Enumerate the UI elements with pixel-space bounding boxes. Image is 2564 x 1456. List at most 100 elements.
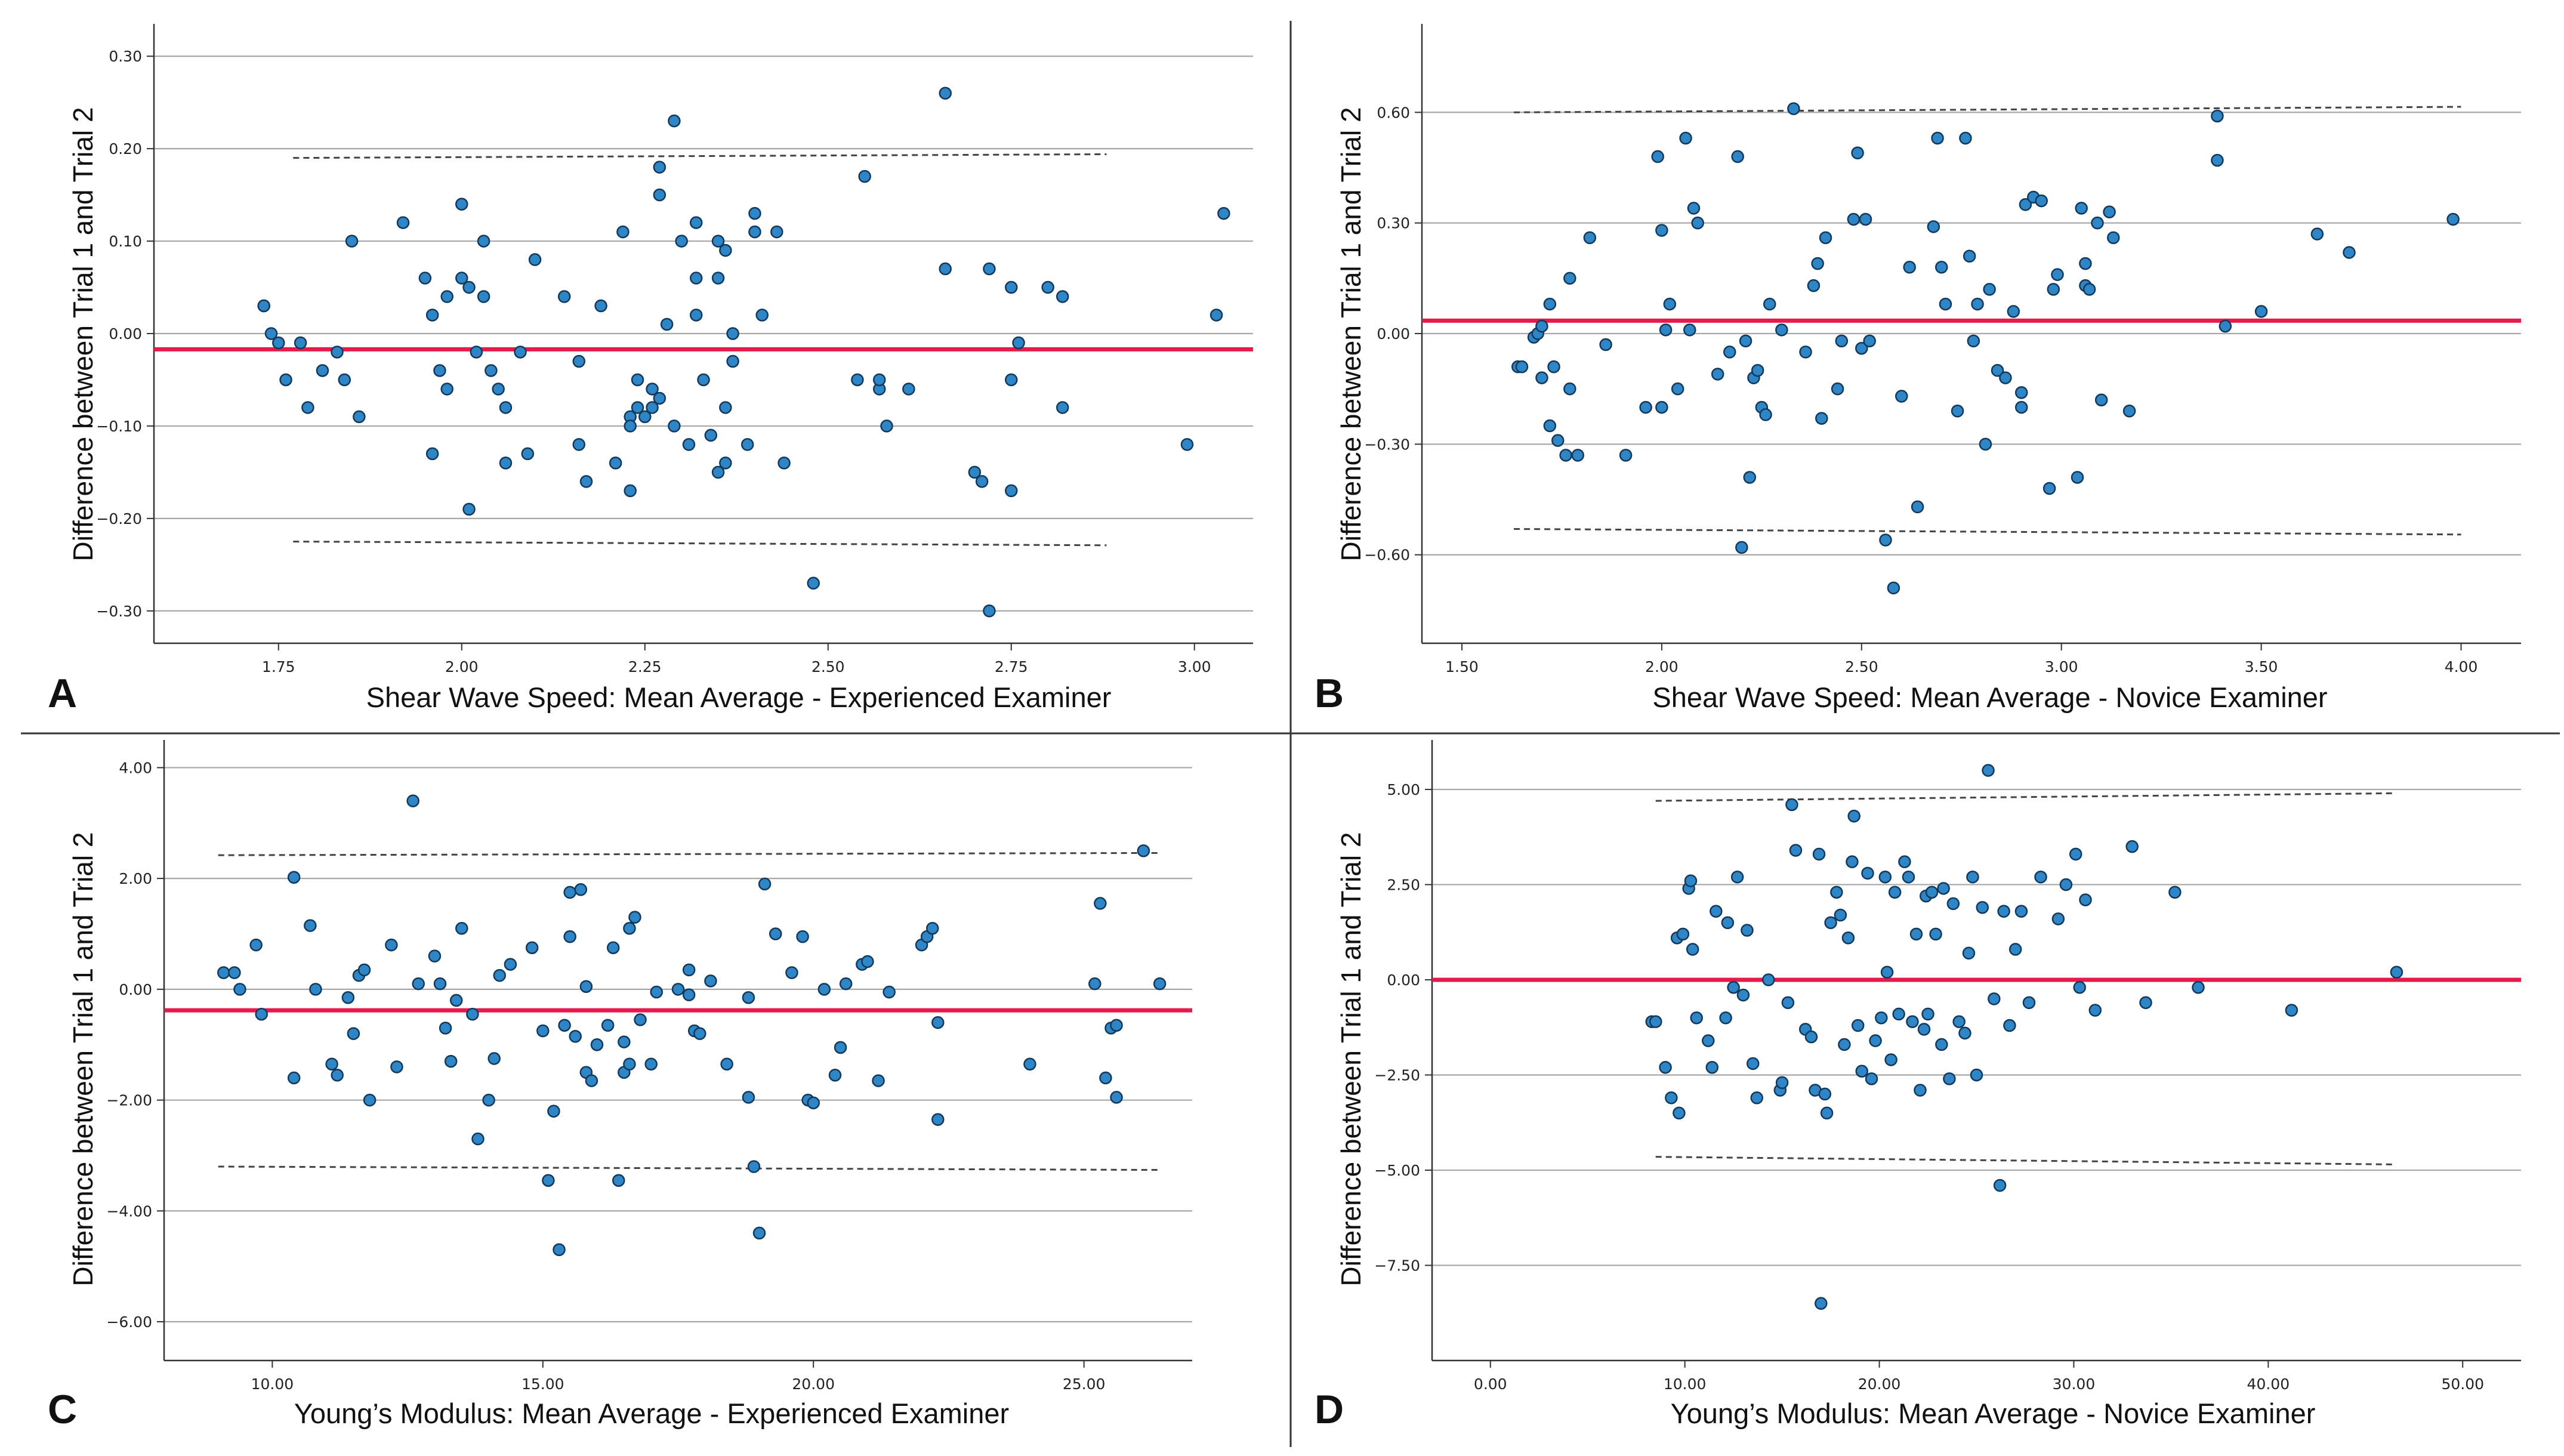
data-point-56 [650, 985, 663, 999]
data-point-80 [2022, 996, 2036, 1009]
x-tick-label-0: 10.00 [251, 1375, 294, 1393]
data-point-21 [1750, 1091, 1763, 1105]
data-point-16 [440, 290, 453, 303]
data-point-57 [671, 983, 685, 996]
data-point-58 [682, 988, 696, 1001]
data-point-90 [2211, 109, 2224, 123]
data-point-77 [839, 977, 853, 991]
data-point-31 [504, 958, 517, 971]
data-point-87 [983, 604, 996, 618]
data-point-12 [396, 216, 410, 229]
data-point-65 [719, 456, 732, 470]
data-point-84 [2069, 847, 2082, 861]
data-point-62 [1929, 927, 1942, 941]
data-point-2 [264, 327, 278, 340]
data-point-26 [1785, 798, 1798, 812]
data-point-49 [1851, 146, 1864, 159]
data-point-96 [1210, 309, 1223, 322]
data-point-28 [462, 502, 476, 516]
data-point-86 [931, 1113, 945, 1126]
y-tick-label-4: −0.60 [1364, 547, 1410, 564]
data-point-9 [1686, 943, 1699, 956]
data-point-1 [1515, 360, 1529, 374]
data-point-27 [1691, 216, 1704, 230]
data-point-54 [1902, 870, 1915, 884]
data-point-32 [525, 941, 539, 954]
data-point-59 [682, 963, 696, 977]
data-point-67 [752, 1226, 766, 1240]
data-point-29 [1723, 346, 1736, 359]
data-point-65 [1967, 334, 1980, 348]
x-tick-label-3: 25.00 [1063, 1375, 1106, 1393]
data-point-50 [1855, 341, 1868, 355]
y-axis-label-c: Difference between Trial 1 and Trial 2 [67, 832, 98, 1286]
data-point-68 [1983, 283, 1996, 296]
data-point-92 [2219, 319, 2232, 333]
data-point-64 [1963, 249, 1976, 263]
data-point-1 [1649, 1015, 1662, 1028]
panel-label-b: B [1315, 671, 1344, 716]
data-point-91 [2211, 153, 2224, 167]
y-tick-label-1: 2.00 [119, 870, 152, 887]
data-point-74 [1988, 992, 2001, 1005]
data-point-57 [1914, 1084, 1927, 1097]
data-point-1 [228, 966, 241, 979]
data-point-30 [1731, 150, 1744, 164]
data-point-33 [1818, 1087, 1832, 1101]
data-point-41 [624, 419, 637, 433]
data-point-82 [2051, 912, 2065, 926]
data-point-93 [2390, 965, 2403, 979]
data-point-72 [1976, 900, 1989, 914]
data-point-35 [1751, 364, 1764, 377]
data-point-53 [1898, 855, 1911, 868]
data-point-14 [1583, 231, 1597, 245]
y-tick-label-4: −4.00 [106, 1202, 152, 1220]
data-point-58 [1917, 1023, 1931, 1036]
data-point-51 [660, 317, 674, 331]
y-tick-label-2: 0.00 [1387, 971, 1420, 989]
data-point-14 [357, 963, 371, 977]
data-point-26 [466, 1007, 479, 1021]
data-point-87 [1023, 1057, 1036, 1071]
x-tick-label-1: 2.00 [445, 658, 479, 675]
data-point-45 [638, 410, 652, 424]
data-point-46 [1831, 382, 1844, 396]
data-point-56 [689, 216, 703, 229]
data-point-80 [872, 1074, 885, 1087]
x-tick-label-2: 20.00 [792, 1375, 835, 1393]
data-point-54 [675, 235, 688, 248]
data-point-48 [1878, 870, 1892, 884]
data-point-89 [1005, 373, 1018, 387]
data-point-37 [594, 299, 607, 313]
data-point-39 [1841, 931, 1855, 945]
data-point-81 [2075, 202, 2088, 215]
data-point-53 [1879, 533, 1892, 547]
data-point-23 [1671, 382, 1684, 396]
data-point-45 [590, 1038, 604, 1051]
data-point-57 [1911, 500, 1924, 514]
data-point-35 [547, 1105, 560, 1118]
data-point-3 [1665, 1091, 1678, 1105]
x-axis-label-b: Shear Wave Speed: Mean Average - Novice … [1652, 681, 2327, 713]
data-point-46 [1869, 1034, 1882, 1047]
data-point-66 [719, 243, 732, 257]
data-point-39 [1775, 323, 1788, 337]
data-point-50 [618, 1035, 631, 1048]
data-point-51 [1859, 212, 1872, 226]
data-point-93 [1056, 290, 1069, 303]
x-tick-label-3: 2.50 [812, 658, 845, 675]
data-point-56 [1909, 927, 1923, 941]
data-point-73 [1982, 764, 1995, 777]
data-point-83 [939, 262, 952, 276]
data-point-79 [861, 955, 874, 968]
x-axis-label-c: Young’s Modulus: Mean Average - Experien… [294, 1398, 1009, 1429]
data-point-19 [1741, 924, 1754, 937]
data-point-41 [1847, 809, 1860, 823]
data-point-18 [1736, 988, 1750, 1002]
data-point-7 [304, 919, 317, 932]
data-point-32 [1739, 334, 1752, 348]
x-tick-label-2: 2.50 [1845, 658, 1878, 675]
data-point-92 [2285, 1004, 2298, 1017]
x-tick-label-5: 50.00 [2441, 1375, 2484, 1393]
data-point-47 [1835, 334, 1849, 348]
